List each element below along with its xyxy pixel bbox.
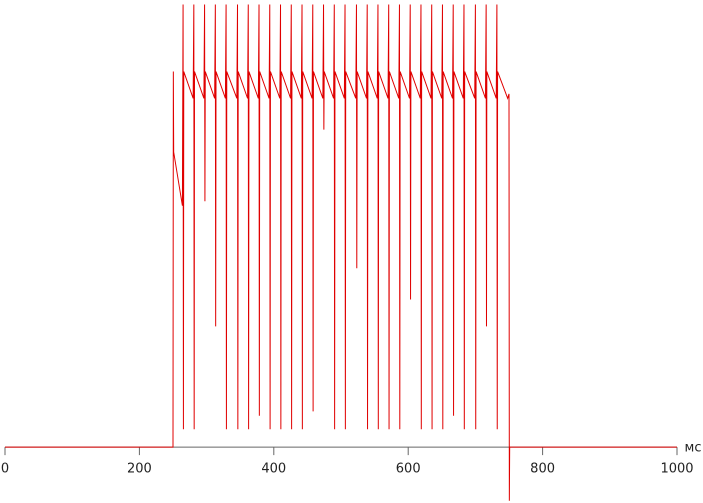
x-tick-label: 400 bbox=[261, 462, 286, 477]
x-tick-label: 600 bbox=[396, 462, 421, 477]
trace-line bbox=[5, 4, 677, 501]
x-axis-unit: мс bbox=[685, 441, 702, 456]
x-tick-label: 800 bbox=[530, 462, 555, 477]
x-tick-label: 0 bbox=[1, 462, 9, 477]
x-tick-label: 200 bbox=[127, 462, 152, 477]
x-tick-label: 1000 bbox=[660, 462, 693, 477]
